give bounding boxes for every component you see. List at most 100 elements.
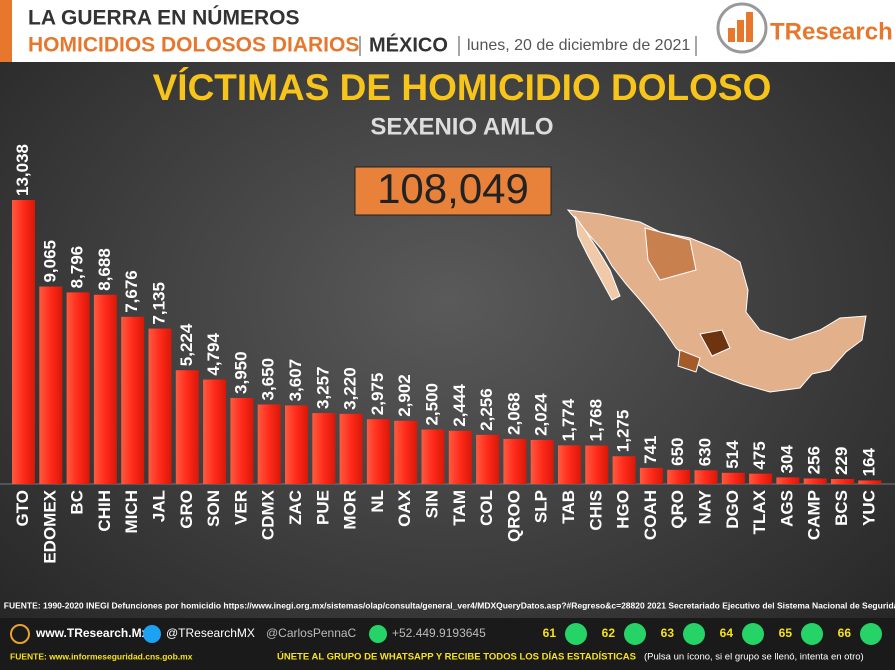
group-number: 64 [720, 626, 734, 640]
twitter-icon [143, 625, 161, 643]
bar [639, 467, 663, 484]
x-tick-label: DGO [723, 490, 742, 529]
value-label: 9,065 [40, 240, 59, 283]
web[interactable]: www.TResearch.Mx [35, 626, 149, 640]
bar [12, 200, 35, 484]
bar [366, 419, 390, 484]
value-label: 3,607 [286, 359, 305, 402]
value-label: 630 [695, 438, 714, 466]
value-label: 475 [750, 441, 769, 469]
x-tick-label: BCS [832, 490, 851, 526]
whatsapp-button[interactable] [683, 623, 705, 645]
bar [203, 379, 227, 484]
value-label: 2,500 [422, 383, 441, 426]
value-label: 2,068 [504, 392, 523, 435]
value-label: 514 [723, 440, 742, 469]
x-tick-label: TLAX [750, 489, 769, 534]
whatsapp-button[interactable] [624, 623, 646, 645]
twitter[interactable]: @TResearchMX [166, 626, 255, 640]
bar [585, 445, 609, 484]
x-tick-label: NL [368, 490, 387, 513]
bar [257, 404, 281, 484]
x-tick-label: JAL [149, 490, 168, 522]
x-tick-label: MOR [341, 490, 360, 530]
group-number: 61 [543, 626, 557, 640]
chart-title: VÍCTIMAS DE HOMICIDIO DOLOSO [153, 67, 772, 108]
value-label: 7,676 [122, 270, 141, 313]
value-label: 650 [668, 437, 687, 465]
x-tick-label: BC [68, 490, 87, 515]
bar [776, 477, 800, 484]
value-label: 13,038 [13, 144, 32, 196]
group-number: 66 [838, 626, 852, 640]
x-tick-label: QROO [504, 490, 523, 542]
group-number: 62 [602, 626, 616, 640]
total-value: 108,049 [377, 165, 529, 212]
header-line1: LA GUERRA EN NÚMEROS [28, 6, 299, 30]
value-label: 3,650 [259, 358, 278, 401]
x-tick-label: COL [477, 490, 496, 526]
x-tick-label: AGS [777, 490, 796, 527]
x-tick-label: CAMP [805, 490, 824, 540]
x-tick-label: COAH [641, 490, 660, 540]
whatsapp-button[interactable] [565, 623, 587, 645]
x-tick-label: ZAC [286, 490, 305, 525]
bar [175, 370, 199, 484]
x-tick-label: GRO [177, 490, 196, 529]
x-tick-label: QRO [668, 490, 687, 529]
value-label: 229 [832, 447, 851, 475]
value-label: 8,796 [68, 246, 87, 289]
whatsapp-button[interactable] [742, 623, 764, 645]
bar [831, 479, 854, 484]
group-number: 63 [661, 626, 675, 640]
bar [448, 430, 472, 484]
brand-name: TResearch [770, 18, 893, 45]
value-label: 7,135 [149, 282, 168, 325]
value-label: 5,224 [177, 323, 196, 366]
value-label: 2,024 [532, 393, 551, 436]
x-tick-label: VER [231, 490, 250, 525]
value-label: 256 [805, 446, 824, 474]
x-tick-label: CHIS [586, 490, 605, 531]
x-tick-label: HGO [614, 490, 633, 529]
x-tick-label: CHIH [95, 490, 114, 532]
source2: FUENTE: www.informeseguridad.cns.gob.mx [10, 651, 193, 661]
value-label: 2,256 [477, 388, 496, 431]
x-tick-label: PUE [313, 490, 332, 525]
twitter2[interactable]: @CarlosPennaC [266, 626, 357, 640]
value-label: 1,768 [586, 399, 605, 442]
header-accent [0, 0, 12, 62]
value-label: 2,444 [450, 384, 469, 427]
x-tick-label: CDMX [259, 489, 278, 540]
value-label: 8,688 [95, 248, 114, 291]
phone: +52.449.9193645 [392, 626, 486, 640]
brand-logo [716, 2, 768, 54]
bar [558, 445, 581, 484]
bar [394, 420, 418, 484]
value-label: 3,950 [231, 351, 250, 394]
bar [694, 470, 718, 484]
x-tick-label: TAM [450, 490, 469, 526]
x-tick-label: SON [204, 490, 223, 527]
bar [148, 328, 172, 484]
x-tick-label: MICH [122, 490, 141, 533]
chart-subtitle: SEXENIO AMLO [370, 113, 553, 140]
bar [667, 469, 691, 484]
bar [312, 413, 336, 484]
bar [230, 397, 254, 484]
map [566, 209, 867, 393]
bar [503, 438, 527, 484]
bar [339, 413, 363, 484]
bar [421, 429, 445, 484]
whatsapp-button[interactable] [860, 623, 882, 645]
value-label: 2,902 [395, 374, 414, 417]
group-number: 65 [779, 626, 793, 640]
whatsapp-button[interactable] [801, 623, 823, 645]
bar [121, 316, 145, 484]
value-label: 4,794 [204, 332, 223, 375]
bar [612, 456, 636, 484]
x-tick-label: SIN [422, 490, 441, 518]
header-line2: HOMICIDIOS DOLOSOS DIARIOS [28, 34, 359, 57]
value-label: 164 [859, 448, 878, 477]
